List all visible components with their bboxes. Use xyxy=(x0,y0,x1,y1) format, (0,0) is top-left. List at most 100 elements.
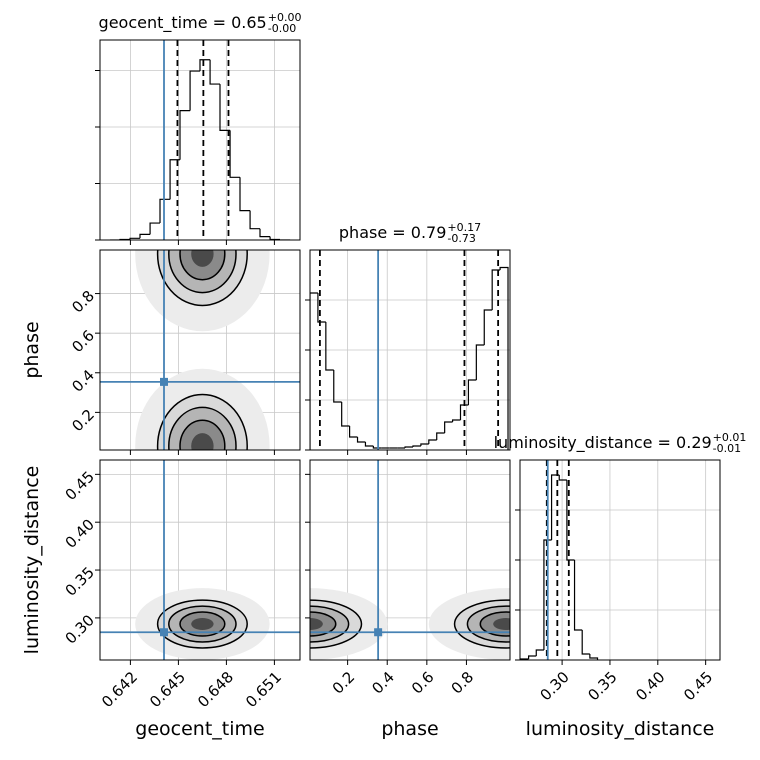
x-tick-label: 0.8 xyxy=(448,668,478,698)
title-lower: -0.01 xyxy=(713,442,741,455)
hist-step xyxy=(451,419,461,422)
x-tick-label: 0.30 xyxy=(537,668,573,704)
hist-step xyxy=(364,442,374,447)
hist-step xyxy=(428,439,437,444)
hist-step xyxy=(589,654,599,660)
title-upper: +0.01 xyxy=(713,431,747,444)
x-tick-label: 0.651 xyxy=(242,668,285,711)
hist-step xyxy=(239,177,251,212)
hist-step xyxy=(467,379,477,405)
hist-step xyxy=(325,322,334,371)
y-tick-label: 0.45 xyxy=(62,468,98,504)
panel-frame xyxy=(99,39,301,241)
panel xyxy=(310,460,510,660)
hist-step xyxy=(420,443,429,446)
panel xyxy=(310,250,510,450)
hist-step xyxy=(139,233,151,239)
y-axis-label: luminosity_distance xyxy=(21,466,43,655)
hist-step xyxy=(566,480,575,561)
y-tick-label: 0.6 xyxy=(68,326,98,356)
y-tick-label: 0.30 xyxy=(62,611,98,647)
hist-step xyxy=(341,402,350,427)
x-tick-label: 0.2 xyxy=(329,668,359,698)
panel-frame xyxy=(309,249,511,451)
x-tick-label: 0.4 xyxy=(368,668,398,698)
density-contour xyxy=(493,618,510,630)
y-tick-label: 0.8 xyxy=(68,287,98,317)
x-tick-label: 0.45 xyxy=(680,668,716,704)
hist-step xyxy=(581,630,590,655)
y-tick-label: 0.40 xyxy=(62,515,98,551)
hist-step xyxy=(229,130,240,178)
y-tick-label: 0.2 xyxy=(68,406,98,436)
hist-step xyxy=(573,560,583,631)
hist-step xyxy=(169,159,180,200)
hist-step xyxy=(483,309,493,345)
truth-marker xyxy=(160,377,168,386)
truth-marker xyxy=(374,628,383,637)
x-axis-label: geocent_time xyxy=(135,718,264,740)
hist-step xyxy=(412,445,421,447)
hist-step xyxy=(499,266,509,450)
hist-step xyxy=(159,198,171,224)
y-axis-label: phase xyxy=(21,321,43,378)
hist-step xyxy=(535,649,544,656)
hist-step xyxy=(249,210,260,230)
hist-step xyxy=(179,110,191,160)
hist-step xyxy=(436,432,445,440)
hist-step xyxy=(219,84,231,131)
hist-step xyxy=(404,446,413,448)
x-tick-label: 0.648 xyxy=(194,668,237,711)
title-text: geocent_time = 0.65 xyxy=(99,13,267,33)
panel-frame xyxy=(519,459,721,661)
truth-marker xyxy=(160,628,168,637)
title-text: phase = 0.79 xyxy=(339,223,446,242)
panel-title: luminosity_distance = 0.29 +0.01-0.01 xyxy=(494,431,747,455)
title-text: luminosity_distance = 0.29 xyxy=(494,433,712,453)
hist-step xyxy=(349,426,358,438)
x-tick-label: 0.6 xyxy=(408,668,438,698)
panel xyxy=(520,460,720,660)
panel-title: phase = 0.79 +0.17-0.73 xyxy=(339,221,481,245)
panel-frame xyxy=(309,459,511,661)
hist-step xyxy=(149,222,160,235)
title-upper: +0.00 xyxy=(268,11,302,24)
hist-step xyxy=(459,404,469,420)
hist-step xyxy=(199,59,211,72)
panel-frame xyxy=(99,459,301,661)
hist-step xyxy=(269,236,280,240)
x-tick-label: 0.645 xyxy=(146,668,189,711)
hist-step xyxy=(528,655,537,659)
hist-step xyxy=(317,293,326,323)
hist-step xyxy=(558,475,567,481)
x-tick-label: 0.642 xyxy=(98,668,141,711)
hist-step xyxy=(310,292,318,450)
hist-step xyxy=(209,59,220,85)
panel xyxy=(100,250,300,450)
hist-step xyxy=(475,344,485,380)
y-tick-label: 0.4 xyxy=(68,366,98,396)
density-contour xyxy=(191,433,214,450)
hist-step xyxy=(259,228,271,238)
title-upper: +0.17 xyxy=(447,221,481,234)
x-axis-label: phase xyxy=(381,718,438,740)
panel xyxy=(100,460,300,660)
panel-title: geocent_time = 0.65 +0.00-0.00 xyxy=(99,11,302,35)
x-axis-label: luminosity_distance xyxy=(526,718,715,740)
hist-step xyxy=(444,421,453,433)
density-contour xyxy=(191,250,214,267)
density-contour xyxy=(191,618,214,631)
panel xyxy=(100,40,300,240)
hist-step xyxy=(189,70,200,111)
x-tick-label: 0.40 xyxy=(632,668,668,704)
hist-step xyxy=(543,539,552,650)
title-lower: -0.73 xyxy=(447,232,475,245)
x-tick-label: 0.35 xyxy=(584,668,620,704)
hist-step xyxy=(129,237,140,240)
hist-step xyxy=(333,370,342,403)
y-tick-label: 0.35 xyxy=(62,563,98,599)
hist-step xyxy=(356,437,366,443)
panel-frame xyxy=(99,249,301,451)
density-contour xyxy=(310,618,323,630)
